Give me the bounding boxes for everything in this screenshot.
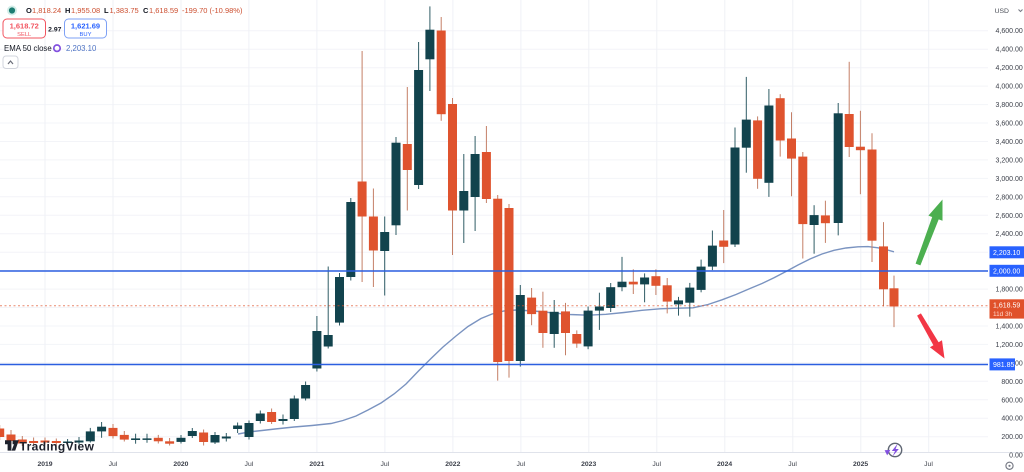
svg-text:2,203.10: 2,203.10 [66,44,97,53]
svg-text:BUY: BUY [80,32,92,38]
svg-text:Jul: Jul [245,461,254,468]
svg-text:1,618.59: 1,618.59 [149,6,178,15]
svg-text:1,818.24: 1,818.24 [32,6,61,15]
svg-text:981.85: 981.85 [993,362,1015,369]
svg-text:3,600.00: 3,600.00 [996,121,1023,128]
svg-text:2024: 2024 [717,461,732,468]
svg-text:2.97: 2.97 [48,27,61,34]
svg-text:600.00: 600.00 [1001,397,1023,404]
svg-text:2,800.00: 2,800.00 [996,194,1023,201]
svg-text:1,400.00: 1,400.00 [996,324,1023,331]
svg-text:1,618.72: 1,618.72 [10,22,39,31]
svg-text:3,400.00: 3,400.00 [996,139,1023,146]
svg-text:4,400.00: 4,400.00 [996,47,1023,54]
svg-text:2023: 2023 [581,461,596,468]
svg-text:3,000.00: 3,000.00 [996,176,1023,183]
svg-text:4,600.00: 4,600.00 [996,28,1023,35]
svg-text:Jul: Jul [516,461,525,468]
svg-text:1,383.75: 1,383.75 [110,6,139,15]
svg-text:Jul: Jul [652,461,661,468]
svg-text:Jul: Jul [788,461,797,468]
svg-text:H: H [65,6,70,15]
svg-text:4,200.00: 4,200.00 [996,65,1023,72]
svg-text:400.00: 400.00 [1001,416,1023,423]
svg-text:800.00: 800.00 [1001,379,1023,386]
svg-text:1,200.00: 1,200.00 [996,342,1023,349]
svg-text:11d 3h: 11d 3h [993,311,1013,318]
svg-text:1,621.69: 1,621.69 [71,22,100,31]
svg-text:Jul: Jul [380,461,389,468]
svg-text:-199.70 (-10.98%): -199.70 (-10.98%) [182,6,243,15]
svg-text:4,000.00: 4,000.00 [996,84,1023,91]
svg-text:2,600.00: 2,600.00 [996,213,1023,220]
svg-text:Jul: Jul [109,461,118,468]
svg-text:3,800.00: 3,800.00 [996,102,1023,109]
svg-text:Jul: Jul [924,461,933,468]
svg-text:2022: 2022 [445,461,460,468]
svg-text:USD: USD [995,8,1009,15]
svg-text:SELL: SELL [17,32,32,38]
svg-text:EMA 50 close: EMA 50 close [4,44,52,53]
svg-text:1,955.08: 1,955.08 [71,6,100,15]
svg-text:0.00: 0.00 [1009,453,1023,460]
svg-text:2,203.10: 2,203.10 [993,250,1020,257]
svg-text:O: O [26,6,32,15]
svg-text:C: C [143,6,149,15]
svg-text:2020: 2020 [173,461,188,468]
svg-text:2019: 2019 [37,461,52,468]
svg-text:200.00: 200.00 [1001,434,1023,441]
svg-text:1,800.00: 1,800.00 [996,287,1023,294]
svg-text:TradingView: TradingView [20,439,95,453]
svg-text:3,200.00: 3,200.00 [996,157,1023,164]
svg-text:L: L [104,6,109,15]
svg-text:1,618.59: 1,618.59 [993,303,1020,310]
svg-text:2025: 2025 [853,461,868,468]
svg-text:2,000.00: 2,000.00 [993,268,1020,275]
svg-text:2,400.00: 2,400.00 [996,231,1023,238]
svg-text:2021: 2021 [309,461,324,468]
